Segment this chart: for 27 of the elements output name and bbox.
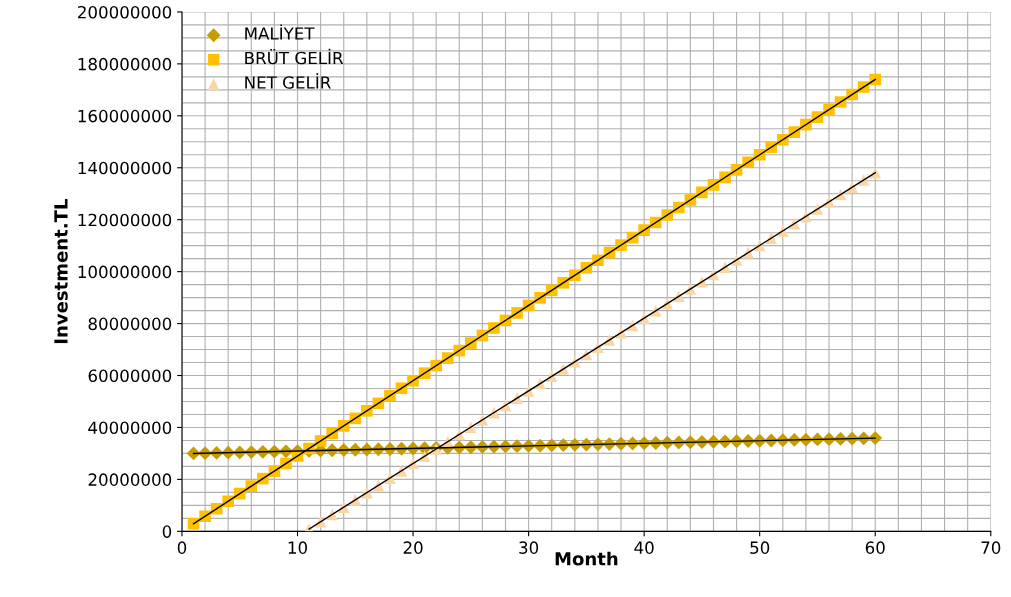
y-tick-label: 160000000 bbox=[78, 109, 172, 123]
y-tick-label: 120000000 bbox=[78, 213, 172, 227]
legend-label: MALİYET bbox=[245, 24, 315, 40]
y-axis-title: Investment.TL bbox=[54, 199, 68, 344]
x-tick-label: 40 bbox=[634, 541, 654, 554]
y-tick-label: 60000000 bbox=[88, 369, 172, 383]
y-tick-label: 80000000 bbox=[88, 317, 172, 331]
y-tick-label: 20000000 bbox=[88, 473, 172, 486]
legend-label: BRÜT GELİR bbox=[245, 48, 344, 65]
x-tick-label: 30 bbox=[519, 541, 539, 554]
x-tick-label: 10 bbox=[288, 541, 308, 554]
x-tick-label: 60 bbox=[865, 541, 885, 554]
y-tick-label: 140000000 bbox=[78, 161, 172, 175]
legend-label: NET GELİR bbox=[245, 73, 331, 89]
point bbox=[187, 517, 200, 530]
y-tick-label: 0 bbox=[162, 525, 172, 538]
y-tick-label: 200000000 bbox=[78, 5, 172, 19]
point bbox=[186, 446, 201, 461]
x-tick-label: 50 bbox=[750, 541, 770, 554]
x-tick-label: 0 bbox=[177, 541, 187, 554]
x-tick-label: 70 bbox=[981, 541, 1001, 554]
x-axis-title: Month bbox=[555, 551, 618, 566]
y-tick-label: 180000000 bbox=[78, 57, 172, 71]
y-tick-label: 100000000 bbox=[78, 265, 172, 279]
y-tick-label: 40000000 bbox=[88, 421, 172, 435]
point bbox=[869, 73, 882, 86]
x-tick-label: 20 bbox=[403, 541, 423, 554]
